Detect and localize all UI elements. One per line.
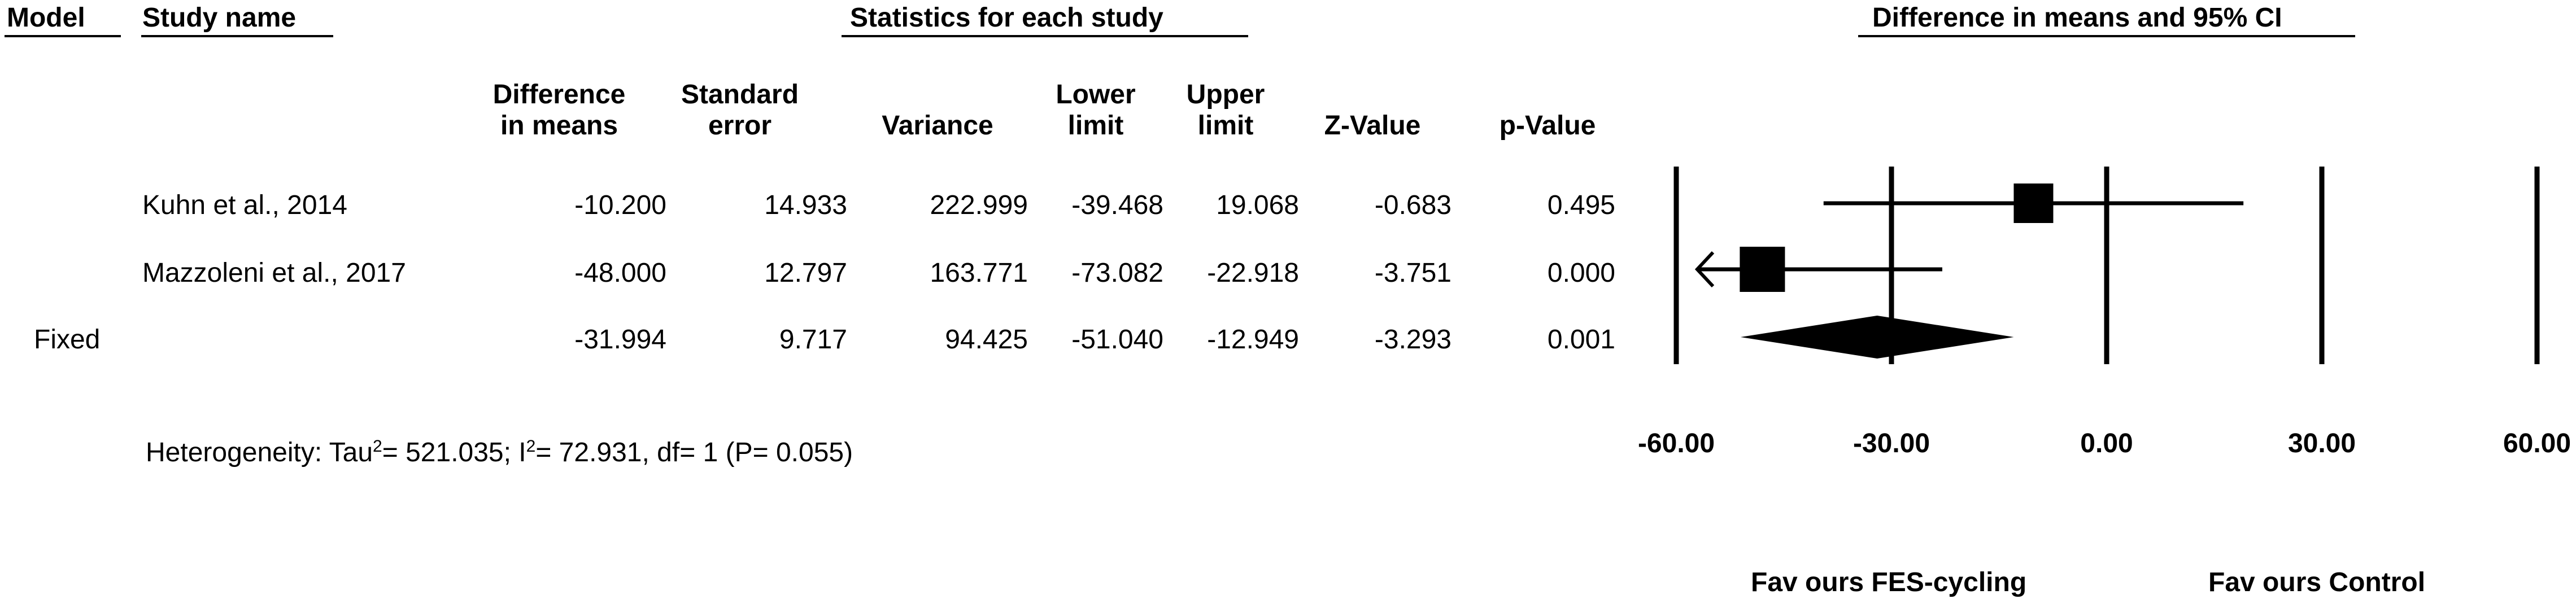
row-1-study: Kuhn et al., 2014	[142, 190, 347, 220]
col-header-z: Z-Value	[1310, 79, 1435, 141]
row-1-variance: 222.999	[930, 190, 1028, 220]
header-model-underline	[5, 35, 121, 37]
heterogeneity-mid: = 521.035; I	[382, 438, 526, 467]
row-1-z: -0.683	[1374, 190, 1452, 220]
col-header-lower-line1: Lower	[1056, 80, 1136, 110]
header-study-name: Study name	[142, 3, 297, 33]
col-header-se-line1: Standard	[681, 80, 799, 110]
col-header-se-line2: error	[708, 111, 772, 141]
favours-left-label: Fav ours FES-cycling	[1751, 567, 2027, 597]
row-2-p: 0.000	[1547, 258, 1615, 288]
point-square-study-1	[2013, 183, 2054, 223]
col-header-lower-line2: limit	[1067, 111, 1124, 141]
row-1-lower: -39.468	[1071, 190, 1163, 220]
row-3-model: Fixed	[34, 325, 101, 355]
col-header-z-line2: Z-Value	[1324, 111, 1421, 141]
axis-tick-label-0: -60.00	[1637, 429, 1715, 458]
row-2-diff: -48.000	[574, 258, 666, 288]
col-header-diff: Difference in means	[474, 79, 644, 141]
row-2-z: -3.751	[1374, 258, 1452, 288]
col-header-upper-line1: Upper	[1186, 80, 1265, 110]
row-3-p: 0.001	[1547, 325, 1615, 355]
col-header-variance: Variance	[873, 79, 1002, 141]
pooled-diamond	[1740, 316, 2014, 359]
header-model: Model	[7, 3, 85, 33]
row-2-lower: -73.082	[1071, 258, 1163, 288]
col-header-upper-line2: limit	[1197, 111, 1254, 141]
row-3-lower: -51.040	[1071, 325, 1163, 355]
favours-right-label: Fav ours Control	[2208, 567, 2426, 597]
heterogeneity-i-sup: 2	[526, 437, 536, 456]
row-2-se: 12.797	[764, 258, 847, 288]
axis-tick-label-2: 0.00	[2080, 429, 2133, 458]
row-1-diff: -10.200	[574, 190, 666, 220]
ci-arrow-left-study-2	[1694, 251, 1715, 288]
col-header-diff-line2: in means	[500, 111, 618, 141]
col-header-p: p-Value	[1485, 79, 1610, 141]
header-forest-underline	[1858, 35, 2355, 37]
row-3-variance: 94.425	[945, 325, 1028, 355]
axis-tick-label-1: -30.00	[1853, 429, 1930, 458]
header-statistics-underline	[842, 35, 1248, 37]
row-3-diff: -31.994	[574, 325, 666, 355]
axis-tick-label-3: 30.00	[2287, 429, 2356, 458]
col-header-variance-line2: Variance	[882, 111, 993, 141]
heterogeneity-prefix: Heterogeneity: Tau	[146, 438, 373, 467]
header-forest: Difference in means and 95% CI	[1872, 3, 2282, 33]
header-study-name-underline	[141, 35, 333, 37]
row-1-se: 14.933	[764, 190, 847, 220]
row-3-z: -3.293	[1374, 325, 1452, 355]
row-1-p: 0.495	[1547, 190, 1615, 220]
heterogeneity-text: Heterogeneity: Tau2= 521.035; I2= 72.931…	[146, 437, 853, 467]
row-2-variance: 163.771	[930, 258, 1028, 288]
col-header-diff-line1: Difference	[492, 80, 626, 110]
row-3-upper: -12.949	[1207, 325, 1299, 355]
row-1-upper: 19.068	[1216, 190, 1299, 220]
header-statistics: Statistics for each study	[850, 3, 1163, 33]
col-header-se: Standard error	[672, 79, 808, 141]
axis-tick-label-4: 60.00	[2503, 429, 2571, 458]
point-square-study-2	[1740, 246, 1785, 292]
row-3-se: 9.717	[779, 325, 847, 355]
col-header-upper: Upper limit	[1175, 79, 1276, 141]
row-2-upper: -22.918	[1207, 258, 1299, 288]
heterogeneity-suffix: = 72.931, df= 1 (P= 0.055)	[535, 438, 853, 467]
row-2-study: Mazzoleni et al., 2017	[142, 258, 406, 288]
heterogeneity-tau-sup: 2	[373, 437, 382, 456]
col-header-lower: Lower limit	[1045, 79, 1147, 141]
col-header-p-line2: p-Value	[1499, 111, 1596, 141]
